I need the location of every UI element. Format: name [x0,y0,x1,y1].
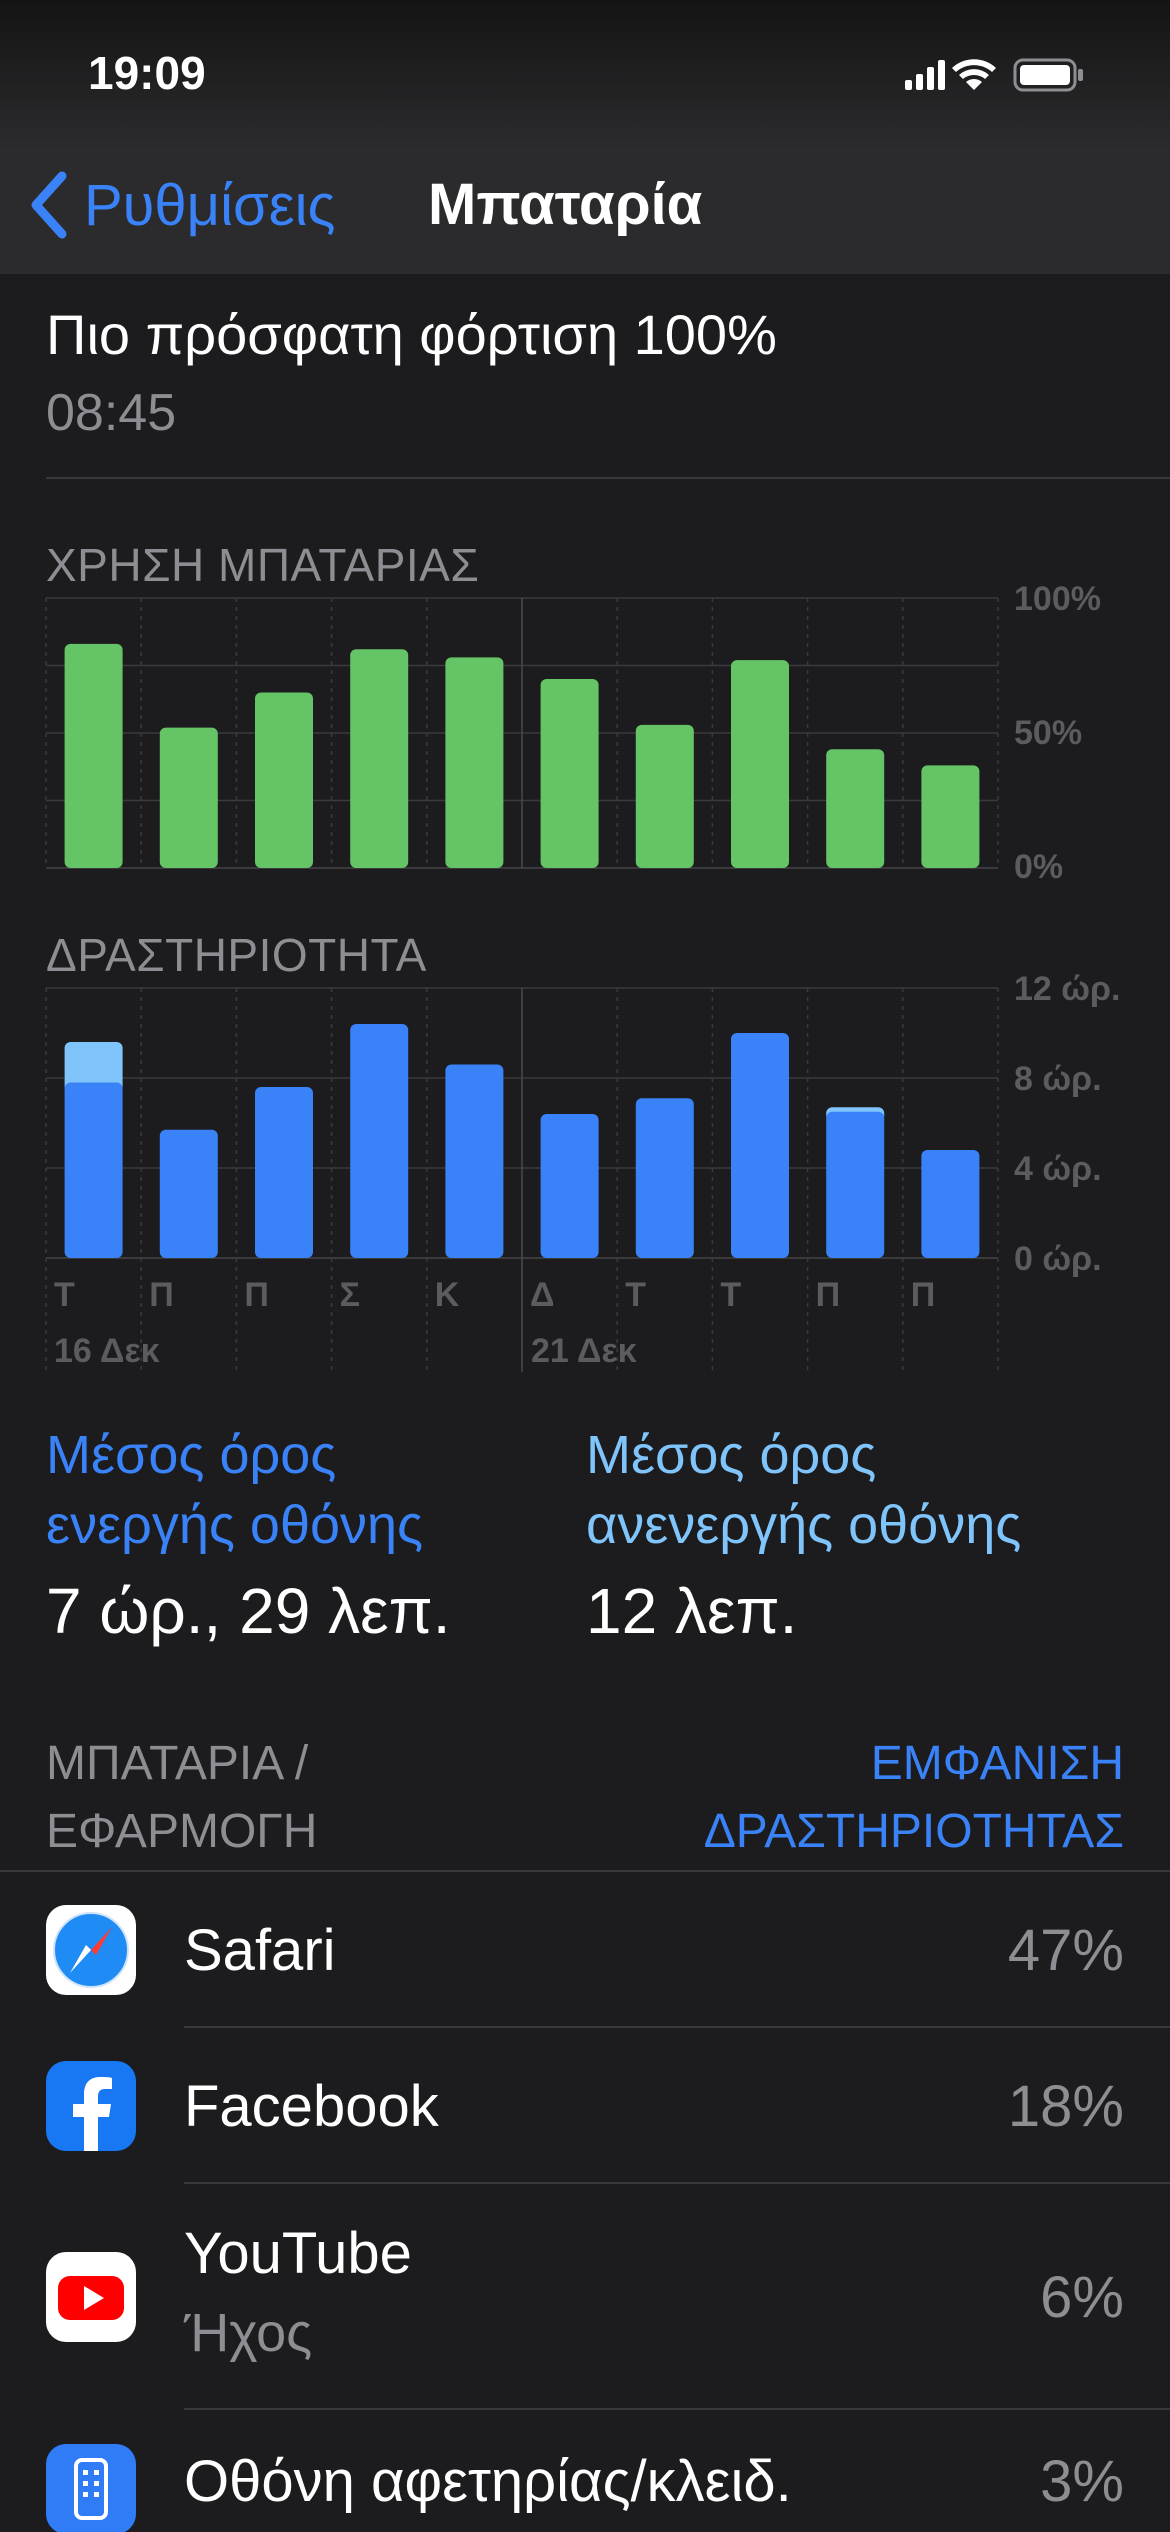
youtube-icon [46,2252,136,2342]
avg-screen-off-label-line: Μέσος όρος [586,1425,877,1485]
activity-bar-screen-on [635,1098,694,1258]
app-name: Οθόνη αφετηρίας/κλειδ. [184,2449,792,2514]
battery-by-app-header: ΜΠΑΤΑΡΙΑ / ΕΦΑΡΜΟΓΗ [46,1730,317,1866]
avg-screen-on-label-line: Μέσος όρος [46,1425,337,1485]
avg-screen-on-label-line: ενεργής οθόνης [46,1495,424,1555]
day-label: Π [244,1276,269,1314]
activity-bar-screen-on [350,1024,409,1258]
activity-bar-screen-on [731,1033,789,1258]
activity-axis-tick: 8 ώρ. [1014,1060,1102,1098]
header-line: ΕΦΑΡΜΟΓΗ [46,1805,318,1858]
battery-axis-tick: 100% [1014,580,1101,618]
app-battery-percent: 3% [1040,2449,1124,2514]
header-line: ΜΠΑΤΑΡΙΑ / [46,1737,309,1790]
avg-screen-on-label: Μέσος όρος ενεργής οθόνης [46,1420,423,1560]
divider [184,2026,1170,2028]
avg-screen-off-value: 12 λεπ. [586,1575,798,1647]
battery-usage-label: ΧΡΗΣΗ ΜΠΑΤΑΡΙΑΣ [46,539,480,591]
battery-bar [731,660,789,868]
back-label: Ρυθμίσεις [84,172,336,238]
battery-icon [1013,58,1083,92]
day-label: Τ [625,1276,646,1314]
avg-screen-on-value: 7 ώρ., 29 λεπ. [46,1575,451,1647]
battery-axis-tick: 0% [1014,848,1064,886]
activity-bar-screen-on [159,1129,218,1258]
app-name: YouTube [184,2221,412,2286]
activity-bar-screen-on [826,1111,885,1258]
divider [184,2408,1170,2410]
activity-label: ΔΡΑΣΤΗΡΙΟΤΗΤΑ [46,929,427,981]
app-name: Facebook [184,2074,439,2139]
wifi-icon [952,59,996,90]
date-label: 21 Δεκ [531,1332,637,1370]
battery-bar [540,679,599,868]
day-label: Κ [434,1276,460,1314]
back-button[interactable]: Ρυθμίσεις [26,170,335,240]
battery-axis-tick: 50% [1014,714,1083,752]
app-battery-percent: 18% [1007,2074,1124,2139]
activity-axis-tick: 0 ώρ. [1014,1240,1102,1278]
app-row-home-lock-screen[interactable]: Οθόνη αφετηρίας/κλειδ. 3% [0,2410,1170,2532]
app-row-safari[interactable]: Safari 47% [0,1872,1170,2028]
battery-bar [826,749,885,868]
activity-bar-screen-on [255,1087,313,1258]
day-label: Δ [530,1276,555,1314]
app-battery-percent: 47% [1007,1918,1124,1983]
activity-bar-screen-off [64,1042,123,1093]
home-screen-icon [46,2444,136,2532]
page-title: Μπαταρία [428,172,703,237]
date-label: 16 Δεκ [54,1332,160,1370]
activity-bar-screen-on [64,1082,123,1258]
safari-icon [46,1905,136,1995]
activity-axis-tick: 12 ώρ. [1014,970,1121,1008]
battery-bar [445,657,504,868]
activity-bar-screen-on [445,1064,504,1258]
day-label: Π [910,1276,936,1314]
battery-bar [635,724,694,868]
last-charge-time: 08:45 [46,384,177,442]
battery-bar [159,727,218,868]
chevron-left-icon [31,171,67,239]
facebook-icon [46,2061,136,2151]
divider [46,477,1170,479]
day-label: Τ [720,1276,742,1314]
show-activity-button[interactable]: ΕΜΦΑΝΙΣΗ ΔΡΑΣΤΗΡΙΟΤΗΤΑΣ [704,1730,1124,1866]
status-time: 19:09 [88,47,206,99]
divider [184,2182,1170,2184]
activity-axis-tick: 4 ώρ. [1014,1150,1102,1188]
battery-bar [64,643,123,868]
divider [0,1870,1170,1872]
header-line: ΕΜΦΑΝΙΣΗ [870,1737,1124,1790]
activity-bar-screen-on [540,1114,599,1258]
avg-screen-off-label: Μέσος όρος ανενεργής οθόνης [586,1420,1021,1560]
usage-charts[interactable] [0,0,1170,1400]
app-row-youtube[interactable]: YouTube Ήχος 6% [0,2184,1170,2410]
status-icons [905,58,1083,92]
app-subtitle: Ήχος [184,2303,313,2363]
day-label: Π [149,1276,174,1314]
day-label: Τ [54,1276,75,1314]
battery-bar [921,765,980,868]
app-name: Safari [184,1918,336,1983]
app-row-facebook[interactable]: Facebook 18% [0,2028,1170,2184]
cellular-signal-icon [905,60,945,90]
day-label: Σ [339,1276,360,1314]
avg-screen-off-label-line: ανενεργής οθόνης [586,1495,1022,1555]
activity-bar-screen-on [921,1150,980,1258]
battery-bar [350,649,409,868]
navigation-bar [0,150,1170,274]
status-bar [0,0,1170,150]
header-line: ΔΡΑΣΤΗΡΙΟΤΗΤΑΣ [703,1805,1124,1858]
last-charge-title: Πιο πρόσφατη φόρτιση 100% [46,303,777,366]
app-battery-percent: 6% [1040,2265,1124,2330]
battery-bar [255,692,313,868]
day-label: Π [815,1276,841,1314]
